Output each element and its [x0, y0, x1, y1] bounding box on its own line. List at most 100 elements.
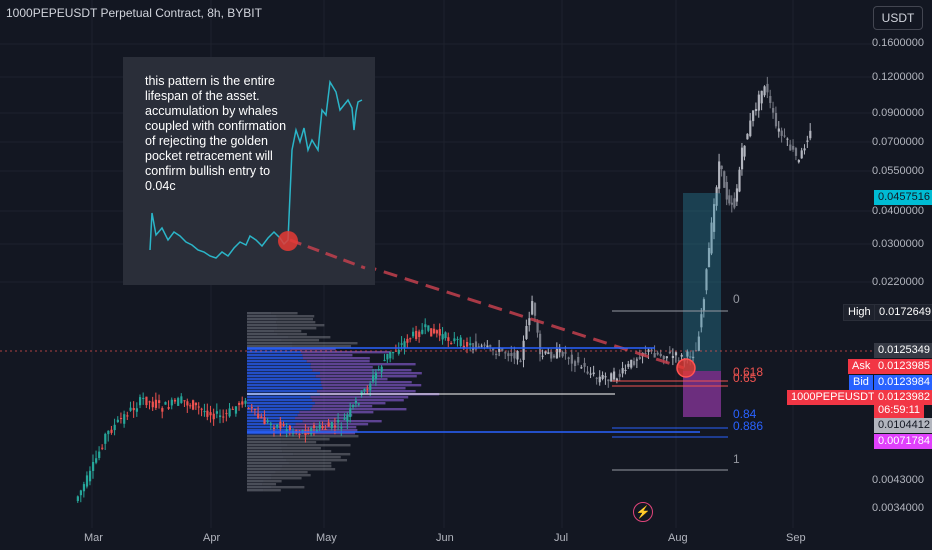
volume-profile-bar: [288, 435, 359, 438]
candle: [610, 373, 613, 382]
candle: [507, 353, 510, 357]
volume-profile-bar: [247, 474, 272, 477]
candle: [269, 423, 272, 426]
candle: [769, 96, 772, 104]
volume-profile-bar: [263, 480, 282, 483]
candle: [760, 90, 763, 104]
candle: [337, 420, 340, 423]
candle: [733, 198, 736, 208]
candle: [241, 401, 244, 405]
candle: [728, 195, 731, 204]
candle: [92, 462, 95, 471]
candle: [621, 368, 624, 374]
volume-profile-bar: [247, 426, 294, 429]
candle: [754, 108, 758, 112]
candle: [653, 353, 656, 358]
volume-profile-bar: [247, 366, 311, 369]
candle: [441, 334, 444, 340]
volume-profile-bar: [247, 396, 311, 399]
candle: [222, 416, 225, 418]
candle: [774, 112, 778, 127]
ask-label-tag: Ask: [848, 359, 875, 374]
candle: [238, 403, 241, 405]
volume-profile-bar: [316, 390, 416, 393]
volume-profile-bar: [277, 318, 314, 321]
volume-profile-bar: [247, 372, 321, 375]
candle: [772, 107, 775, 113]
volume-profile-bar: [271, 477, 302, 480]
candle: [462, 345, 466, 349]
volume-profile-bar: [277, 333, 307, 336]
candle: [766, 83, 769, 93]
candle: [357, 403, 360, 405]
candle: [360, 391, 363, 395]
candle: [480, 345, 483, 347]
volume-profile-bar: [310, 366, 373, 369]
candle: [318, 425, 321, 429]
symbol-label-tag: 1000PEPEUSDT.P: [787, 390, 888, 405]
candle: [272, 427, 276, 429]
volume-profile-bar: [247, 462, 289, 465]
candle: [333, 425, 337, 428]
candle: [465, 341, 469, 347]
candle: [595, 377, 598, 379]
countdown-tag: 06:59:11: [874, 403, 925, 418]
candle: [295, 430, 298, 432]
candle: [630, 359, 633, 368]
candle: [743, 145, 746, 157]
volume-profile-bar: [320, 372, 422, 375]
candle: [797, 160, 800, 163]
volume-profile-bar: [247, 348, 291, 351]
volume-profile-bar: [299, 411, 374, 414]
volume-profile-bar: [247, 429, 295, 432]
candle: [803, 148, 806, 151]
candle: [702, 299, 706, 311]
note-trend-line: [289, 238, 366, 270]
volume-profile-bar: [247, 360, 307, 363]
candle: [710, 222, 713, 254]
volume-profile-bar: [287, 444, 351, 447]
candle: [525, 326, 528, 339]
volume-profile-bar: [311, 408, 407, 411]
volume-profile-bar: [247, 327, 278, 330]
volume-profile-bar: [275, 471, 308, 474]
candle: [107, 430, 110, 435]
candle: [618, 373, 621, 377]
candle: [720, 165, 723, 170]
fib-label-65: 0.65: [733, 371, 757, 385]
candle: [586, 371, 589, 374]
volume-profile-bar: [247, 408, 312, 411]
volume-profile-bar: [247, 336, 289, 339]
volume-profile-bar: [247, 414, 298, 417]
volume-profile-bar: [320, 378, 388, 381]
annotation-text: this pattern is the entire lifespan of t…: [145, 74, 287, 193]
volume-profile-bar: [310, 396, 409, 399]
lightning-icon[interactable]: ⚡: [633, 502, 653, 522]
volume-profile-bar: [312, 369, 412, 372]
candle: [780, 130, 783, 136]
candle: [665, 356, 668, 359]
candle: [116, 419, 119, 423]
candle: [206, 410, 209, 417]
candle: [412, 331, 415, 337]
volume-profile-bar: [310, 363, 416, 366]
candle: [627, 363, 630, 367]
candle: [276, 424, 279, 428]
candle: [151, 401, 154, 408]
candle: [418, 331, 421, 337]
volume-profile-bar: [247, 471, 276, 474]
candle: [397, 349, 400, 354]
volume-profile-bar: [247, 411, 300, 414]
candle: [435, 330, 439, 334]
candle: [113, 424, 116, 431]
candle: [519, 360, 522, 362]
candle: [564, 352, 567, 354]
candle: [145, 396, 148, 406]
fib-label-618: 0.618: [733, 365, 764, 379]
high-price-tag: 0.0172649: [874, 304, 932, 321]
candle: [624, 369, 627, 371]
currency-selector[interactable]: USDT: [873, 6, 923, 30]
volume-profile-bar: [247, 369, 313, 372]
candle: [194, 402, 198, 406]
